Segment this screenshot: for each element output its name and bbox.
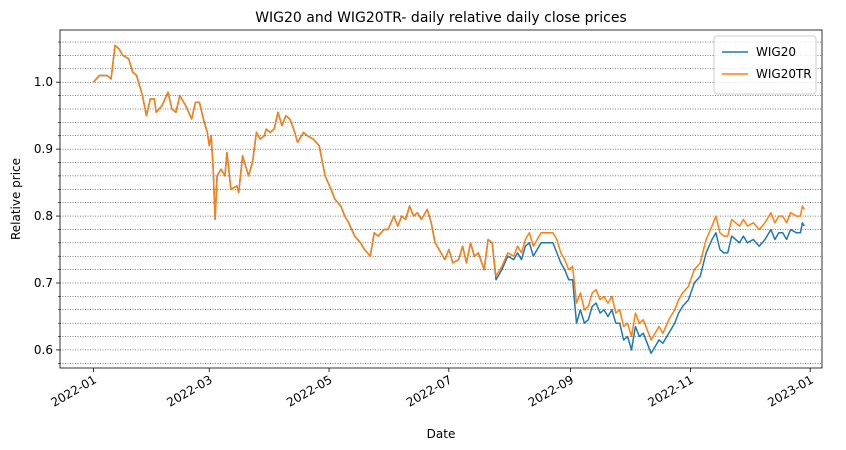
legend-label: WIG20 <box>756 45 796 59</box>
series-line <box>92 44 805 341</box>
y-tick-label: 0.6 <box>34 343 53 357</box>
y-tick-label: 0.8 <box>34 209 53 223</box>
legend-box <box>713 35 817 95</box>
y-tick-label: 0.7 <box>34 276 53 290</box>
y-tick-label: 1.0 <box>34 75 53 89</box>
plot-frame <box>59 29 823 369</box>
y-axis-label: Relative price <box>9 158 23 240</box>
x-axis-label: Date <box>427 427 456 441</box>
y-tick-label: 0.9 <box>34 142 53 156</box>
legend-label: WIG20TR <box>756 67 812 81</box>
chart-title: WIG20 and WIG20TR- daily relative daily … <box>255 10 627 26</box>
